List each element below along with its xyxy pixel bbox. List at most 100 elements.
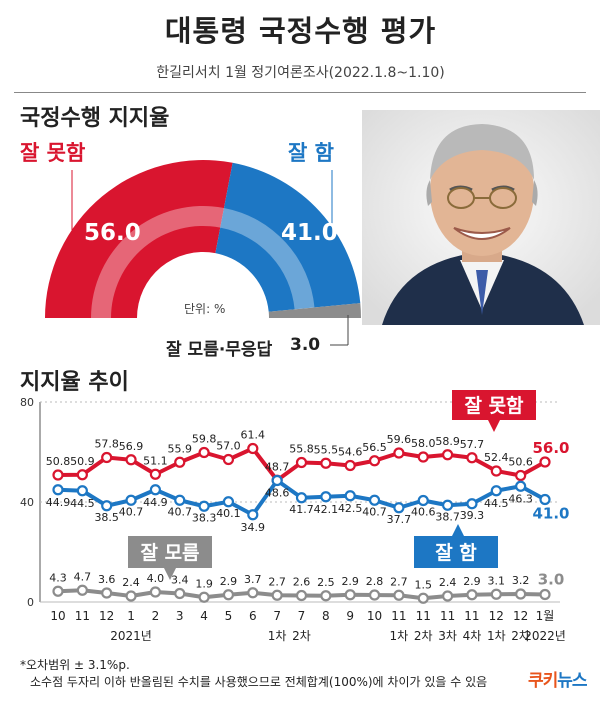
- data-point: [442, 590, 454, 602]
- x-tick-label: 2: [152, 609, 160, 623]
- data-label: 57.8: [94, 438, 119, 451]
- data-label: 3.1: [488, 574, 506, 587]
- data-label: 3.4: [171, 574, 189, 587]
- data-label: 48.7: [265, 460, 290, 473]
- data-point: [515, 480, 527, 492]
- data-point: [52, 484, 64, 496]
- data-point: [320, 491, 332, 503]
- data-point: [320, 590, 332, 602]
- data-label: 46.3: [508, 492, 533, 505]
- x-tick-label: 7: [273, 609, 281, 623]
- dontknow-series-callout-text: 잘 모름: [140, 542, 199, 564]
- data-point: [344, 589, 356, 601]
- data-label: 38.7: [435, 510, 460, 523]
- data-point: [539, 588, 551, 601]
- data-label: 34.9: [241, 521, 266, 534]
- data-point: [101, 451, 113, 464]
- data-point: [101, 587, 113, 599]
- x-tick-label: 6: [249, 609, 257, 623]
- data-label: 44.9: [46, 496, 71, 509]
- data-point: [198, 500, 210, 512]
- x-tick-label: 11: [391, 609, 406, 623]
- data-point: [247, 587, 259, 599]
- data-label: 42.1: [314, 503, 339, 516]
- good-series-callout-pointer: [452, 524, 464, 536]
- x-tick-label: 4: [200, 609, 208, 623]
- data-label: 2.4: [122, 576, 140, 589]
- inner-band-bad: [91, 206, 224, 318]
- data-point: [417, 451, 429, 463]
- data-point: [101, 500, 113, 512]
- approval-semicircle-chart: [45, 160, 361, 346]
- data-label: 39.3: [460, 509, 485, 522]
- data-point: [222, 589, 235, 601]
- data-point: [539, 493, 551, 506]
- data-point: [295, 589, 308, 602]
- data-point: [368, 589, 381, 601]
- trend-section-title: 지지율 추이: [20, 370, 129, 395]
- data-label: 50.8: [46, 455, 71, 468]
- data-point: [515, 469, 527, 482]
- data-point: [393, 502, 405, 514]
- data-point: [490, 465, 502, 477]
- data-point: [52, 585, 64, 597]
- good-series-callout-text: 잘 함: [435, 542, 477, 564]
- data-label: 50.9: [70, 455, 95, 468]
- data-label: 4.3: [49, 571, 67, 584]
- x-tick-sublabel: 1차: [268, 629, 287, 643]
- data-label: 37.7: [387, 513, 412, 526]
- title-divider: [14, 92, 586, 93]
- data-label: 40.1: [216, 507, 241, 520]
- x-tick-sublabel: 1차: [390, 629, 409, 643]
- y-tick-label-0: 0: [27, 596, 34, 609]
- data-label: 2.5: [317, 576, 335, 589]
- data-label: 57.7: [460, 438, 485, 451]
- data-point: [174, 587, 186, 600]
- y-tick-label-2: 80: [20, 396, 34, 409]
- logo-part-a: 쿠키: [528, 671, 558, 691]
- x-tick-label: 7: [298, 609, 306, 623]
- data-point: [320, 457, 332, 469]
- survey-subtitle: 한길리서치 1월 정기여론조사(2022.1.8~1.10): [156, 65, 445, 81]
- arc-bad: [45, 160, 233, 318]
- bad-label: 잘 못함: [20, 141, 86, 165]
- data-point: [222, 453, 235, 466]
- x-tick-sublabel: 1차: [487, 629, 506, 643]
- arc-good: [215, 162, 361, 312]
- x-tick-label: 8: [322, 609, 330, 623]
- data-label: 55.5: [314, 443, 339, 456]
- data-label: 38.3: [192, 511, 217, 524]
- data-point: [198, 446, 210, 459]
- data-label: 2.6: [293, 576, 311, 589]
- data-label: 1.9: [195, 577, 213, 590]
- data-label: 1.5: [415, 578, 433, 591]
- data-point: [125, 454, 137, 466]
- data-point: [76, 469, 88, 481]
- good-value: 41.0: [281, 220, 338, 246]
- x-tick-sublabel: 2021년: [110, 629, 152, 643]
- data-point: [417, 592, 429, 604]
- data-point: [222, 496, 235, 508]
- data-point: [344, 459, 356, 472]
- data-label: 56.5: [362, 441, 387, 454]
- approval-section-title: 국정수행 지지율: [20, 106, 170, 131]
- x-tick-label: 5: [225, 609, 233, 623]
- data-label: 2.7: [268, 575, 286, 588]
- x-tick-label: 1: [127, 609, 135, 623]
- data-label: 44.9: [143, 496, 168, 509]
- x-tick-sublabel: 2차: [414, 629, 433, 643]
- data-point: [417, 494, 429, 507]
- x-tick-sublabel: 2022년: [524, 629, 566, 643]
- unit-note: 단위: %: [184, 302, 226, 316]
- bad-series-callout-text: 잘 못함: [464, 395, 524, 417]
- x-tick-sublabel: 3차: [438, 629, 457, 643]
- arc-dontknow: [268, 303, 361, 318]
- data-label: 2.9: [220, 575, 238, 588]
- data-point: [466, 452, 478, 464]
- data-label: 3.2: [512, 574, 530, 587]
- data-label: 44.5: [484, 497, 509, 510]
- data-point: [271, 589, 283, 601]
- logo-part-b: 뉴스: [557, 671, 587, 691]
- x-tick-label: 12: [489, 609, 504, 623]
- president-portrait-image: [362, 110, 600, 325]
